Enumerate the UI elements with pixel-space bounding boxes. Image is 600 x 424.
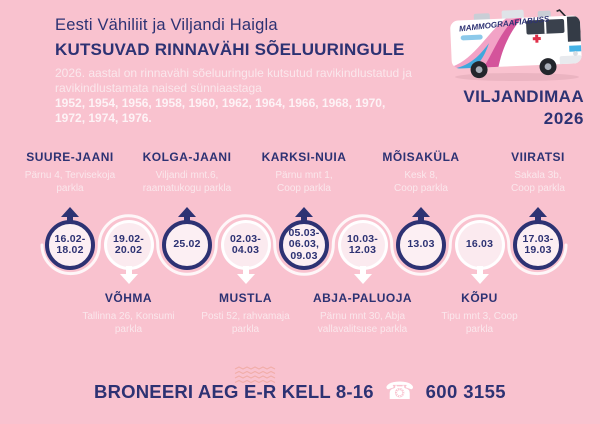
timeline-node: 16.03 <box>454 220 505 284</box>
stop-address: Sakala 3b, Coop parkla <box>511 170 565 194</box>
bus-roof-unit <box>501 9 524 21</box>
timeline-node: 05.03- 06.03, 09.03 <box>279 207 329 270</box>
timeline-node: 25.02 <box>162 207 212 270</box>
stop-name: VÕHMA <box>104 291 153 305</box>
bus-wheel <box>539 58 557 76</box>
bus-front-stripe <box>569 45 582 52</box>
date-text: 05.03- 06.03, 09.03 <box>288 226 320 262</box>
arrow-down-icon <box>353 266 372 284</box>
stop-address: Pärnu 4, Tervisekoja parkla <box>24 170 116 194</box>
region-name: VILJANDIMAA <box>463 87 584 106</box>
stop-address: Pärnu mnt 30, Abja vallavalitsuse parkla <box>317 311 408 335</box>
birth-years-list: 1952, 1954, 1956, 1958, 1960, 1962, 1964… <box>55 96 386 125</box>
phone-icon: ☎ <box>384 378 415 405</box>
date-text: 13.03 <box>407 238 435 251</box>
date-circle: 16.03 <box>454 220 505 270</box>
stop-address: Viljandi mnt.6, raamatukogu parkla <box>142 170 232 194</box>
stop-name: MUSTLA <box>219 291 272 305</box>
stop-name: KOLGA-JAANI <box>142 150 232 164</box>
stop-name: KÕPU <box>461 291 498 305</box>
stop-label-suure-jaani: SUURE-JAANI Pärnu 4, Tervisekoja parkla <box>8 150 132 195</box>
stop-address: Tipu mnt 3, Coop parkla <box>441 311 518 335</box>
timeline-node: 16.02- 18.02 <box>45 207 95 270</box>
stop-label-vohma: VÕHMA Tallinna 26, Konsumi parkla <box>67 291 191 336</box>
mammography-bus-image: MAMMOGRAAFIABUSS <box>441 4 593 84</box>
stop-label-abja-paluoja: ABJA-PALUOJA Pärnu mnt 30, Abja vallaval… <box>301 291 425 336</box>
timeline-node: 19.02- 20.02 <box>103 220 154 284</box>
stop-name: SUURE-JAANI <box>26 150 114 164</box>
page-title: KUTSUVAD RINNAVÄHI SÕELUURINGULE <box>55 40 405 59</box>
phone-number: 600 3155 <box>425 381 506 402</box>
timeline-node: 17.03- 19.03 <box>513 207 563 270</box>
date-circle: 16.02- 18.02 <box>45 220 95 270</box>
stop-label-karksi-nuia: KARKSI-NUIA Pärnu mnt 1, Coop parkla <box>242 150 366 195</box>
bus-windshield <box>566 16 581 42</box>
stop-label-kolga-jaani: KOLGA-JAANI Viljandi mnt.6, raamatukogu … <box>125 150 249 195</box>
date-text: 16.02- 18.02 <box>54 232 86 256</box>
stop-name: MÕISAKÜLA <box>382 150 460 164</box>
stop-label-viiratsi: VIIRATSI Sakala 3b, Coop parkla <box>476 150 600 195</box>
bus-wheel <box>470 61 488 79</box>
squiggle-decoration <box>234 366 276 384</box>
bus-swirl-blue <box>452 43 489 69</box>
stop-address: Posti 52, rahvamaja parkla <box>201 311 290 335</box>
date-circle: 17.03- 19.03 <box>513 220 563 270</box>
date-circle: 02.03- 04.03 <box>220 220 271 270</box>
bus-window-divider <box>543 19 547 34</box>
bus-headlight <box>573 51 578 56</box>
date-text: 19.02- 20.02 <box>113 232 144 256</box>
date-circle: 25.02 <box>162 220 212 270</box>
stop-name: VIIRATSI <box>511 150 565 164</box>
date-circle: 19.02- 20.02 <box>103 220 154 270</box>
stop-label-mustla: MUSTLA Posti 52, rahvamaja parkla <box>184 291 308 336</box>
intro-text: 2026. aastal on rinnavähi sõeluuringule … <box>55 66 412 95</box>
arrow-down-icon <box>470 266 489 284</box>
date-text: 16.03 <box>465 238 494 251</box>
stop-address: Pärnu mnt 1, Coop parkla <box>275 170 333 194</box>
timeline-node: 13.03 <box>396 207 446 270</box>
timeline-node: 10.03- 12.03 <box>337 220 388 284</box>
stop-name: ABJA-PALUOJA <box>312 291 413 305</box>
timeline-node: 02.03- 04.03 <box>220 220 271 284</box>
date-circle: 10.03- 12.03 <box>337 220 388 270</box>
stop-name: KARKSI-NUIA <box>261 150 347 164</box>
organizers-subtitle: Eesti Vähiliit ja Viljandi Haigla <box>55 16 278 34</box>
date-circle: 05.03- 06.03, 09.03 <box>279 220 329 270</box>
stop-address: Tallinna 26, Konsumi parkla <box>82 311 175 335</box>
hospital-logo <box>532 34 541 43</box>
region-block: VILJANDIMAA 2026 <box>463 87 584 129</box>
bus-side-logo <box>460 34 483 41</box>
date-text: 25.02 <box>173 238 201 251</box>
stop-label-moisakula: MÕISAKÜLA Kesk 8, Coop parkla <box>359 150 483 195</box>
date-text: 02.03- 04.03 <box>230 232 261 256</box>
date-text: 17.03- 19.03 <box>522 232 554 256</box>
stop-address: Kesk 8, Coop parkla <box>394 170 448 194</box>
intro-block: 2026. aastal on rinnavähi sõeluuringule … <box>55 66 420 125</box>
date-text: 10.03- 12.03 <box>347 232 378 256</box>
stop-label-kopu: KÕPU Tipu mnt 3, Coop parkla <box>418 291 542 336</box>
date-circle: 13.03 <box>396 220 446 270</box>
bus-swirl-magenta <box>482 17 522 69</box>
booking-footer: BRONEERI AEG E-R KELL 8-16 ☎ 600 3155 <box>0 378 600 405</box>
arrow-down-icon <box>236 266 255 284</box>
header: Eesti Vähiliit ja Viljandi Haigla KUTSUV… <box>55 16 405 60</box>
region-year: 2026 <box>543 109 584 128</box>
arrow-down-icon <box>119 266 138 284</box>
bus-mirror <box>556 9 568 19</box>
booking-cta-text: BRONEERI AEG E-R KELL 8-16 <box>94 381 374 402</box>
bus-bumper <box>559 55 582 66</box>
